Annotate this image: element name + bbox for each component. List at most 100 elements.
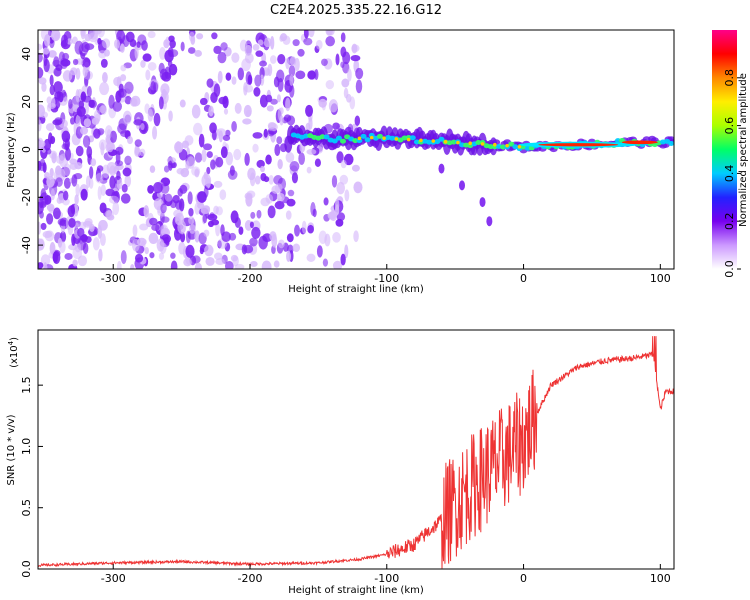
spectrogram-x-tick-label: -300 [101, 272, 126, 285]
spectrogram-noise-cell [308, 30, 315, 38]
spectrogram-noise-cell [168, 160, 173, 171]
spectrogram-noise-cell [276, 69, 285, 83]
spectrogram-noise-cell [213, 180, 223, 188]
spectrogram-noise-cell [355, 67, 364, 80]
spectrogram-noise-cell [187, 47, 196, 54]
spectrogram-noise-cell [198, 133, 205, 148]
signal-peak-band [538, 143, 619, 147]
spectrogram-noise-cell [347, 68, 352, 82]
spectrogram-noise-cell [74, 40, 84, 55]
spectrogram-noise-cell [45, 148, 52, 155]
spectrogram-noise-cell [184, 135, 194, 146]
spectrogram-noise-cell [344, 244, 349, 259]
spectrogram-noise-cell [117, 88, 127, 98]
spectrogram-noise-cell [82, 242, 89, 255]
spectrogram-noise-cell [66, 38, 74, 45]
spectrogram-noise-cell [239, 39, 248, 52]
spectrogram-noise-cell [149, 165, 156, 173]
spectrogram-noise-cell [194, 50, 202, 57]
spectrogram-noise-cell [210, 159, 216, 170]
spectrogram-noise-cell [210, 219, 220, 226]
spectrogram-noise-cell [38, 162, 46, 172]
spectrogram-noise-cell [63, 190, 69, 201]
signal-branch-cell [479, 197, 486, 208]
spectrogram-noise-cell [294, 224, 300, 237]
spectrogram-noise-cell [109, 175, 116, 189]
spectrogram-noise-cell [75, 183, 80, 197]
spectrogram-noise-cell [340, 61, 345, 68]
spectrogram-noise-cell [342, 51, 351, 65]
spectrogram-noise-cell [46, 96, 52, 105]
spectrogram-noise-cell [292, 39, 300, 47]
spectrogram-noise-cell [60, 58, 71, 67]
spectrogram-noise-cell [168, 49, 179, 57]
spectrogram-noise-cell [353, 181, 363, 194]
colorbar: 0.0 0.2 0.4 0.6 0.8 Normalized spectral ampl… [712, 30, 749, 278]
spectrogram-noise-cell [44, 230, 55, 242]
spectrogram-noise-cell [99, 82, 110, 96]
spectrogram-noise-cell [62, 70, 73, 82]
spectrogram-noise-cell [273, 260, 280, 268]
spectrogram-noise-cell [170, 260, 178, 269]
spectrogram-noise-cell [148, 232, 159, 245]
spectrogram-noise-cell [335, 218, 344, 227]
spectrogram-noise-cell [278, 239, 285, 249]
spectrogram-noise-cell [57, 218, 66, 226]
spectrogram-noise-cell [82, 65, 88, 78]
spectrogram-noise-cell [287, 189, 295, 197]
spectrogram-noise-cell [325, 79, 335, 90]
spectrogram-noise-cell [276, 94, 281, 103]
spectrogram-noise-cell [140, 60, 146, 68]
spectrogram-noise-cell [353, 230, 359, 243]
spectrogram-noise-cell [60, 34, 69, 48]
signal-hot-cell [419, 138, 423, 143]
spectrogram-noise-cell [43, 34, 51, 47]
snr-panel: -300 -200 -100 0 100 0.0 0.5 1.0 1.5 Height of … [6, 329, 675, 596]
spectrogram-noise-cell [80, 188, 88, 201]
spectrogram-noise-cell [340, 253, 346, 266]
spectrogram-noise-cell [151, 224, 160, 232]
spectrogram-noise-cell [149, 252, 155, 259]
spectrogram-noise-cell [245, 71, 252, 85]
spectrogram-noise-cell [340, 32, 346, 43]
spectrogram-noise-cell [86, 146, 93, 158]
spectrogram-noise-cell [286, 250, 291, 263]
spectrogram-noise-cell [58, 91, 64, 103]
spectrogram-noise-cell [308, 117, 313, 130]
signal-hot-cell [456, 140, 460, 145]
spectrogram-noise-cell [203, 229, 210, 237]
signal-hot-cell [443, 139, 448, 144]
spectrogram-noise-cell [314, 68, 319, 81]
spectrogram-noise-cell [80, 91, 87, 102]
spectrogram-noise-cell [116, 170, 121, 181]
spectrogram-noise-cell [261, 260, 272, 269]
spectrogram-noise-cell [122, 167, 132, 177]
spectrogram-noise-cell [321, 58, 328, 67]
spectrogram-noise-cell [136, 41, 141, 48]
spectrogram-noise-cell [82, 135, 91, 148]
snr-x-tick-label: -200 [238, 572, 263, 585]
signal-hot-cell [431, 139, 436, 143]
spectrogram-noise-cell [273, 175, 283, 185]
spectrogram-noise-cell [46, 176, 55, 188]
spectrogram-noise-cell [75, 89, 80, 103]
spectrogram-y-tick-label: -20 [20, 188, 33, 206]
spectrogram-noise-cell [298, 152, 305, 165]
spectrogram-noise-cell [113, 76, 122, 87]
spectrogram-noise-cell [76, 106, 86, 117]
spectrogram-noise-cell [179, 184, 188, 194]
spectrogram-x-ticks: -300 -200 -100 0 100 [101, 264, 671, 285]
spectrogram-noise-cell [44, 194, 52, 205]
spectrogram-noise-cell [177, 220, 187, 234]
spectrogram-noise-cell [271, 234, 278, 248]
spectrogram-noise-cell [303, 30, 309, 39]
spectrogram-noise-cell [112, 201, 120, 216]
snr-y-label: SNR (10 * v/v) [6, 414, 17, 485]
spectrogram-noise-cell [88, 32, 99, 43]
spectrogram-noise-cell [210, 92, 218, 104]
spectrogram-noise-cell [231, 76, 237, 85]
spectrogram-noise-cell [263, 37, 272, 48]
spectrogram-noise-cell [170, 252, 176, 259]
spectrogram-noise-cell [147, 184, 154, 194]
